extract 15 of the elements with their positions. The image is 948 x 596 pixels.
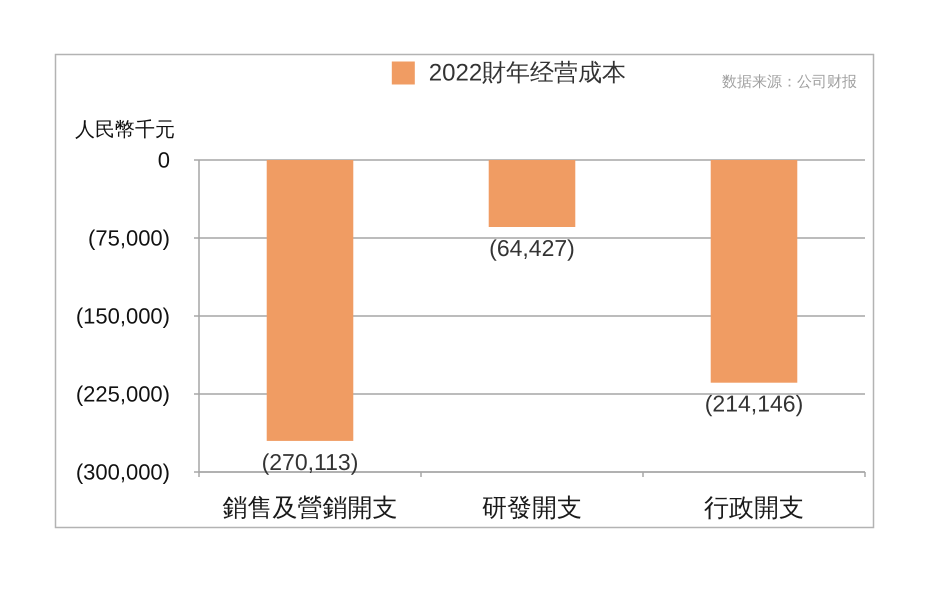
x-tick-label: 銷售及營銷開支 <box>222 494 398 522</box>
x-tick-label: 行政開支 <box>704 494 804 522</box>
legend: 2022財年经营成本 <box>392 60 626 86</box>
source-note: 数据来源：公司财报 <box>722 74 857 90</box>
y-tick-label: (300,000) <box>76 460 170 484</box>
data-label: (64,427) <box>489 235 575 262</box>
y-tick-label: (225,000) <box>76 382 170 406</box>
y-axis-title: 人民幣千元 <box>75 119 175 141</box>
legend-label: 2022財年经营成本 <box>428 60 626 86</box>
data-label: (270,113) <box>262 448 358 475</box>
y-tick-label: 0 <box>158 148 170 172</box>
data-label: (214,146) <box>704 390 804 417</box>
y-tick-label: (75,000) <box>88 226 170 250</box>
x-tick-label: 研發開支 <box>482 494 582 522</box>
y-tick-label: (150,000) <box>76 304 170 328</box>
